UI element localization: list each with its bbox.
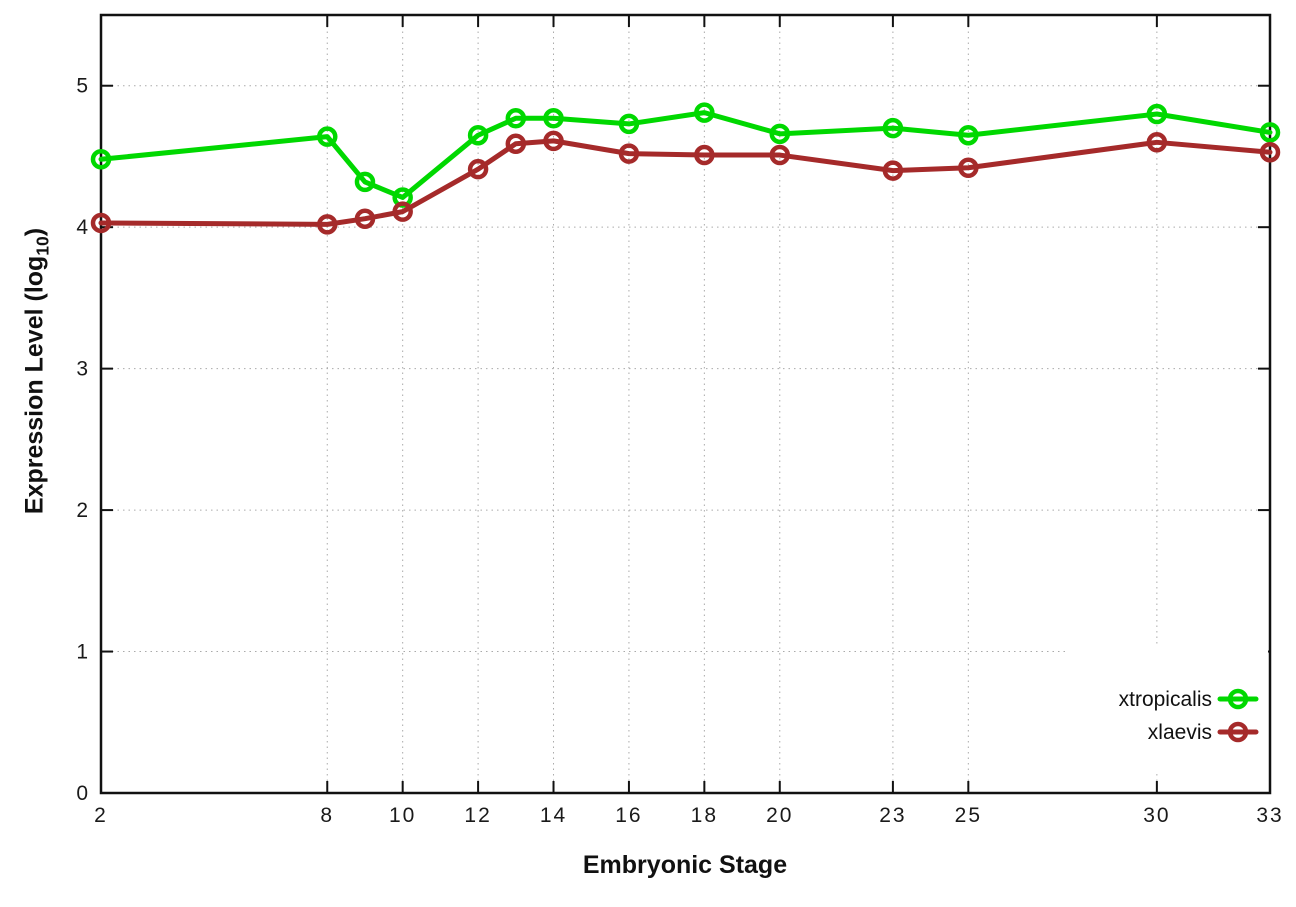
- x-axis-tick-label: 14: [540, 804, 567, 827]
- data-point-marker-xtropicalis: [694, 102, 715, 123]
- data-point-marker-xtropicalis: [543, 108, 564, 129]
- data-point-marker-xtropicalis: [90, 149, 112, 170]
- data-point-marker-xlaevis: [467, 158, 489, 180]
- x-axis-tick-label: 2: [94, 804, 108, 827]
- data-point-marker-xlaevis: [90, 212, 112, 234]
- data-point-marker-xlaevis: [1146, 132, 1168, 153]
- legend-marker-sample: [1227, 721, 1249, 743]
- x-axis-tick-label: 10: [389, 804, 416, 827]
- x-axis-tick-label: 8: [320, 804, 334, 827]
- data-point-marker-xlaevis: [317, 214, 338, 235]
- y-axis-title: Expression Level (log10): [21, 228, 54, 514]
- legend-item-xtropicalis: xtropicalis: [1119, 688, 1259, 711]
- y-axis-tick-label: 1: [76, 641, 88, 664]
- x-axis-tick-label: 18: [691, 804, 718, 827]
- x-axis-tick-label: 25: [955, 804, 982, 827]
- data-point-marker-xlaevis: [354, 208, 376, 229]
- x-axis-tick-label: 23: [879, 804, 906, 827]
- tick-marks: [100, 15, 1271, 794]
- y-axis-tick-label: 3: [76, 358, 88, 381]
- data-point-marker-xtropicalis: [618, 113, 640, 135]
- data-point-marker-xlaevis: [694, 144, 715, 166]
- legend-item-xlaevis: xlaevis: [1148, 721, 1259, 744]
- data-point-marker-xtropicalis: [467, 124, 489, 146]
- data-point-marker-xtropicalis: [958, 124, 979, 146]
- data-point-marker-xlaevis: [505, 133, 527, 154]
- x-axis-tick-label: 30: [1143, 804, 1170, 827]
- data-point-marker-xtropicalis: [1259, 122, 1281, 143]
- legend-label-xlaevis: xlaevis: [1148, 721, 1212, 744]
- data-point-marker-xlaevis: [958, 157, 979, 179]
- y-axis-tick-label: 2: [76, 499, 88, 522]
- x-axis-tick-label: 20: [766, 804, 793, 827]
- series-xlaevis: [90, 130, 1281, 235]
- series-line-xlaevis: [98, 138, 1273, 227]
- data-point-marker-xlaevis: [882, 160, 904, 181]
- legend-marker-sample: [1227, 688, 1249, 710]
- data-point-marker-xtropicalis: [317, 126, 338, 147]
- data-point-marker-xlaevis: [543, 130, 564, 152]
- series-xtropicalis: [90, 102, 1281, 208]
- y-axis-title-subscript: 10: [32, 236, 53, 256]
- data-point-marker-xlaevis: [769, 144, 791, 166]
- data-point-marker-xtropicalis: [769, 123, 791, 145]
- data-point-marker-xtropicalis: [882, 117, 904, 139]
- data-point-marker-xlaevis: [392, 201, 413, 222]
- x-axis-tick-label: 12: [464, 804, 491, 827]
- data-point-marker-xtropicalis: [1146, 103, 1168, 125]
- data-point-marker-xtropicalis: [505, 108, 527, 129]
- x-axis-tick-label: 33: [1256, 804, 1283, 827]
- y-axis-tick-label: 5: [76, 75, 88, 98]
- x-axis-title: Embryonic Stage: [582, 851, 788, 879]
- x-axis-tick-label: 16: [615, 804, 642, 827]
- data-point-marker-xlaevis: [618, 143, 640, 164]
- y-axis-tick-label: 0: [76, 782, 88, 805]
- data-point-marker-xlaevis: [1259, 141, 1281, 163]
- y-axis-title-text: Expression Level (log: [20, 255, 49, 515]
- data-point-marker-xtropicalis: [354, 171, 376, 193]
- y-axis-title-suffix: ): [20, 227, 49, 237]
- legend-label-xtropicalis: xtropicalis: [1119, 688, 1212, 711]
- y-axis-tick-label: 4: [76, 216, 88, 239]
- legend: xtropicalis xlaevis: [1068, 644, 1268, 770]
- plot-border: [99, 13, 1272, 795]
